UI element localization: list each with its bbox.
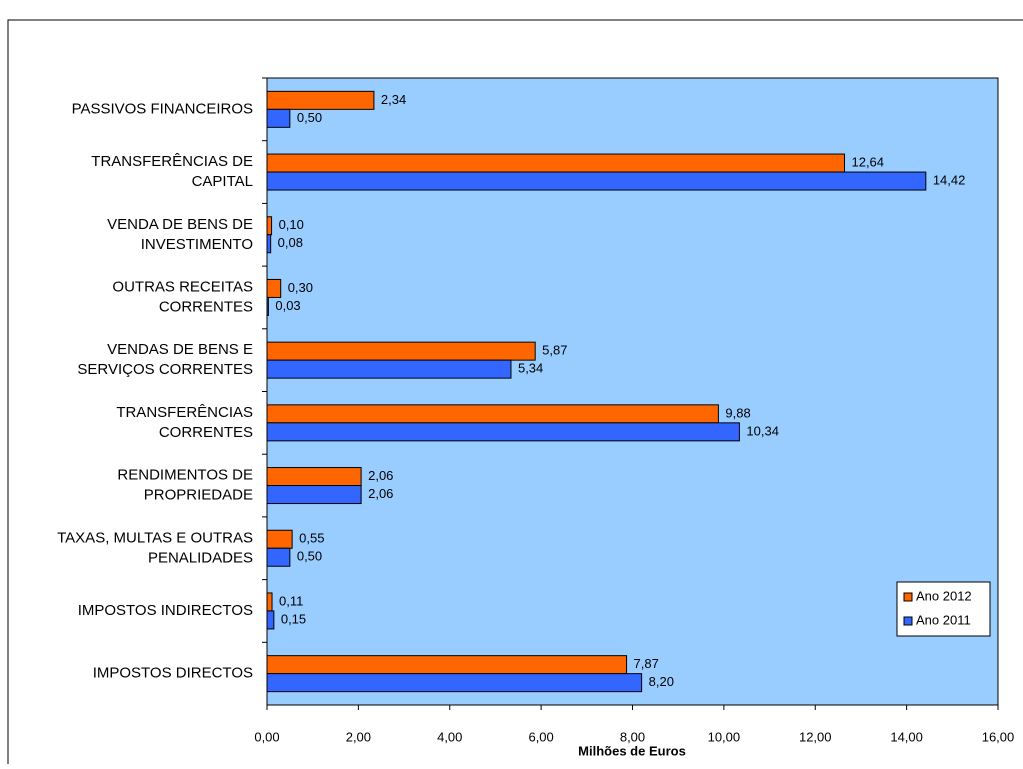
data-label: 0,08	[278, 235, 303, 250]
bar	[266, 485, 362, 505]
data-label: 12,64	[851, 154, 884, 169]
bar	[266, 108, 291, 128]
x-tick-label: 8,00	[620, 729, 645, 744]
bar	[266, 359, 512, 379]
x-tick-label: 16,00	[982, 729, 1015, 744]
data-label: 14,42	[933, 172, 966, 187]
y-tick-label: OUTRAS RECEITAS CORRENTES	[112, 278, 253, 315]
bar	[266, 153, 845, 173]
data-label: 10,34	[746, 423, 779, 438]
bar	[266, 404, 719, 424]
data-label: 0,15	[281, 611, 306, 626]
bar	[266, 655, 628, 675]
legend-label: Ano 2011	[916, 612, 971, 627]
data-label: 0,50	[297, 110, 322, 125]
bar	[266, 610, 275, 630]
data-label: 2,06	[368, 468, 393, 483]
y-tick-label: PASSIVOS FINANCEIROS	[72, 100, 253, 117]
bar	[266, 467, 362, 487]
data-label: 0,55	[299, 531, 324, 546]
x-tick-label: 12,00	[799, 729, 832, 744]
legend-label: Ano 2012	[916, 588, 972, 603]
x-tick-label: 14,00	[890, 729, 923, 744]
bar	[266, 171, 927, 191]
bar	[266, 234, 272, 254]
bar	[266, 296, 269, 316]
y-tick-label: VENDA DE BENS DE INVESTIMENTO	[107, 216, 253, 253]
bar	[266, 90, 375, 110]
y-tick-label: TRANSFERÊNCIAS CORRENTES	[116, 404, 253, 441]
data-label: 5,87	[542, 343, 567, 358]
y-tick-label: IMPOSTOS DIRECTOS	[93, 665, 253, 682]
data-label: 2,06	[368, 486, 393, 501]
data-label: 5,34	[518, 361, 543, 376]
legend-swatch	[903, 592, 913, 602]
bar	[266, 216, 273, 236]
bar	[266, 547, 291, 567]
x-tick-label: 0,00	[254, 729, 279, 744]
legend-swatch	[903, 616, 913, 626]
y-tick-label: TRANSFERÊNCIAS DE CAPITAL	[91, 153, 253, 190]
bar	[266, 592, 273, 612]
data-label: 0,10	[279, 217, 304, 232]
bar	[266, 529, 293, 549]
data-label: 8,20	[649, 674, 674, 689]
y-tick-label: TAXAS, MULTAS E OUTRAS PENALIDADES	[57, 529, 253, 566]
x-axis-title: Milhões de Euros	[578, 743, 686, 758]
data-label: 0,11	[279, 593, 303, 608]
data-label: 9,88	[725, 405, 750, 420]
bar	[266, 673, 643, 693]
bar	[266, 422, 740, 442]
data-label: 7,87	[634, 656, 659, 671]
bar	[266, 278, 282, 298]
x-tick-label: 4,00	[437, 729, 462, 744]
data-label: 0,30	[288, 280, 313, 295]
x-tick-label: 2,00	[346, 729, 371, 744]
x-tick-label: 6,00	[528, 729, 553, 744]
data-label: 0,50	[297, 549, 322, 564]
data-label: 0,03	[275, 298, 300, 313]
x-tick-label: 10,00	[708, 729, 741, 744]
y-tick-label: RENDIMENTOS DE PROPRIEDADE	[117, 467, 253, 504]
data-label: 2,34	[381, 92, 406, 107]
y-tick-label: VENDAS DE BENS E SERVIÇOS CORRENTES	[77, 341, 253, 378]
y-tick-label: IMPOSTOS INDIRECTOS	[78, 602, 253, 619]
bar	[266, 341, 536, 361]
legend-box	[896, 581, 991, 637]
